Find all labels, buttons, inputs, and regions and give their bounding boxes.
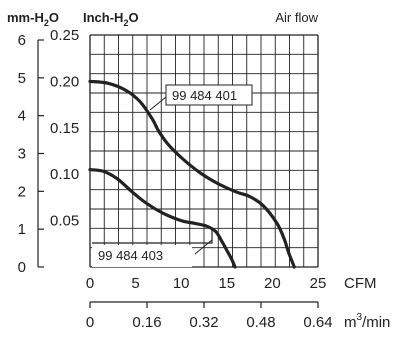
y-mm-tick-label: 1	[18, 221, 26, 238]
x-unit-label: CFM	[344, 275, 377, 292]
x2-tick-label: 0.32	[189, 314, 218, 331]
x2-ticks: 0 0.16 0.32 0.48 0.64	[86, 302, 333, 331]
chart-grid	[89, 34, 319, 268]
x2-tick-label: 0	[86, 314, 94, 331]
label-text-403: 99 484 403	[98, 248, 163, 263]
x2-tick-label: 0.48	[246, 314, 275, 331]
x-tick-label: 20	[264, 275, 281, 292]
label-text-401: 99 484 401	[172, 88, 237, 103]
x2-tick-label: 0.64	[303, 314, 332, 331]
x2-tick-label: 0.16	[132, 314, 161, 331]
x-tick-label: 15	[218, 275, 235, 292]
y-mm-ticks: 0 1 2 3 4 5 6	[18, 32, 44, 276]
y-mm-tick-label: 6	[18, 32, 26, 49]
x-tick-label: 10	[173, 275, 190, 292]
y-inch-tick-label: 0.10	[50, 166, 79, 183]
curve-99-484-403	[88, 168, 237, 269]
curves	[88, 79, 296, 269]
y-mm-tick-label: 2	[18, 183, 26, 200]
inner-axis-label: Inch-H2O	[83, 10, 139, 28]
y-inch-tick-label: 0.20	[50, 73, 79, 90]
y-mm-tick-label: 3	[18, 146, 26, 163]
label-99-484-401: 99 484 401	[149, 84, 253, 111]
x-ticks: 0 5 10 15 20 25	[86, 275, 327, 292]
chart-title: Air flow	[275, 10, 318, 25]
label-99-484-403: 99 484 403	[92, 230, 213, 267]
y-inch-ticks: 0.05 0.10 0.15 0.20 0.25	[50, 27, 79, 230]
y-inch-tick-label: 0.15	[50, 120, 79, 137]
y-inch-tick-label: 0.05	[50, 213, 79, 230]
x2-unit-label: m3/min	[344, 312, 390, 331]
y-inch-tick-label: 0.25	[50, 27, 79, 44]
x-tick-label: 5	[131, 275, 139, 292]
curve-99-484-401	[88, 79, 296, 269]
x-tick-label: 25	[310, 275, 327, 292]
y-mm-tick-label: 0	[18, 259, 26, 276]
y-mm-tick-label: 4	[18, 108, 26, 125]
left-axis-label: mm-H2O	[7, 10, 59, 28]
x-tick-label: 0	[86, 275, 94, 292]
y-mm-tick-label: 5	[18, 70, 26, 87]
